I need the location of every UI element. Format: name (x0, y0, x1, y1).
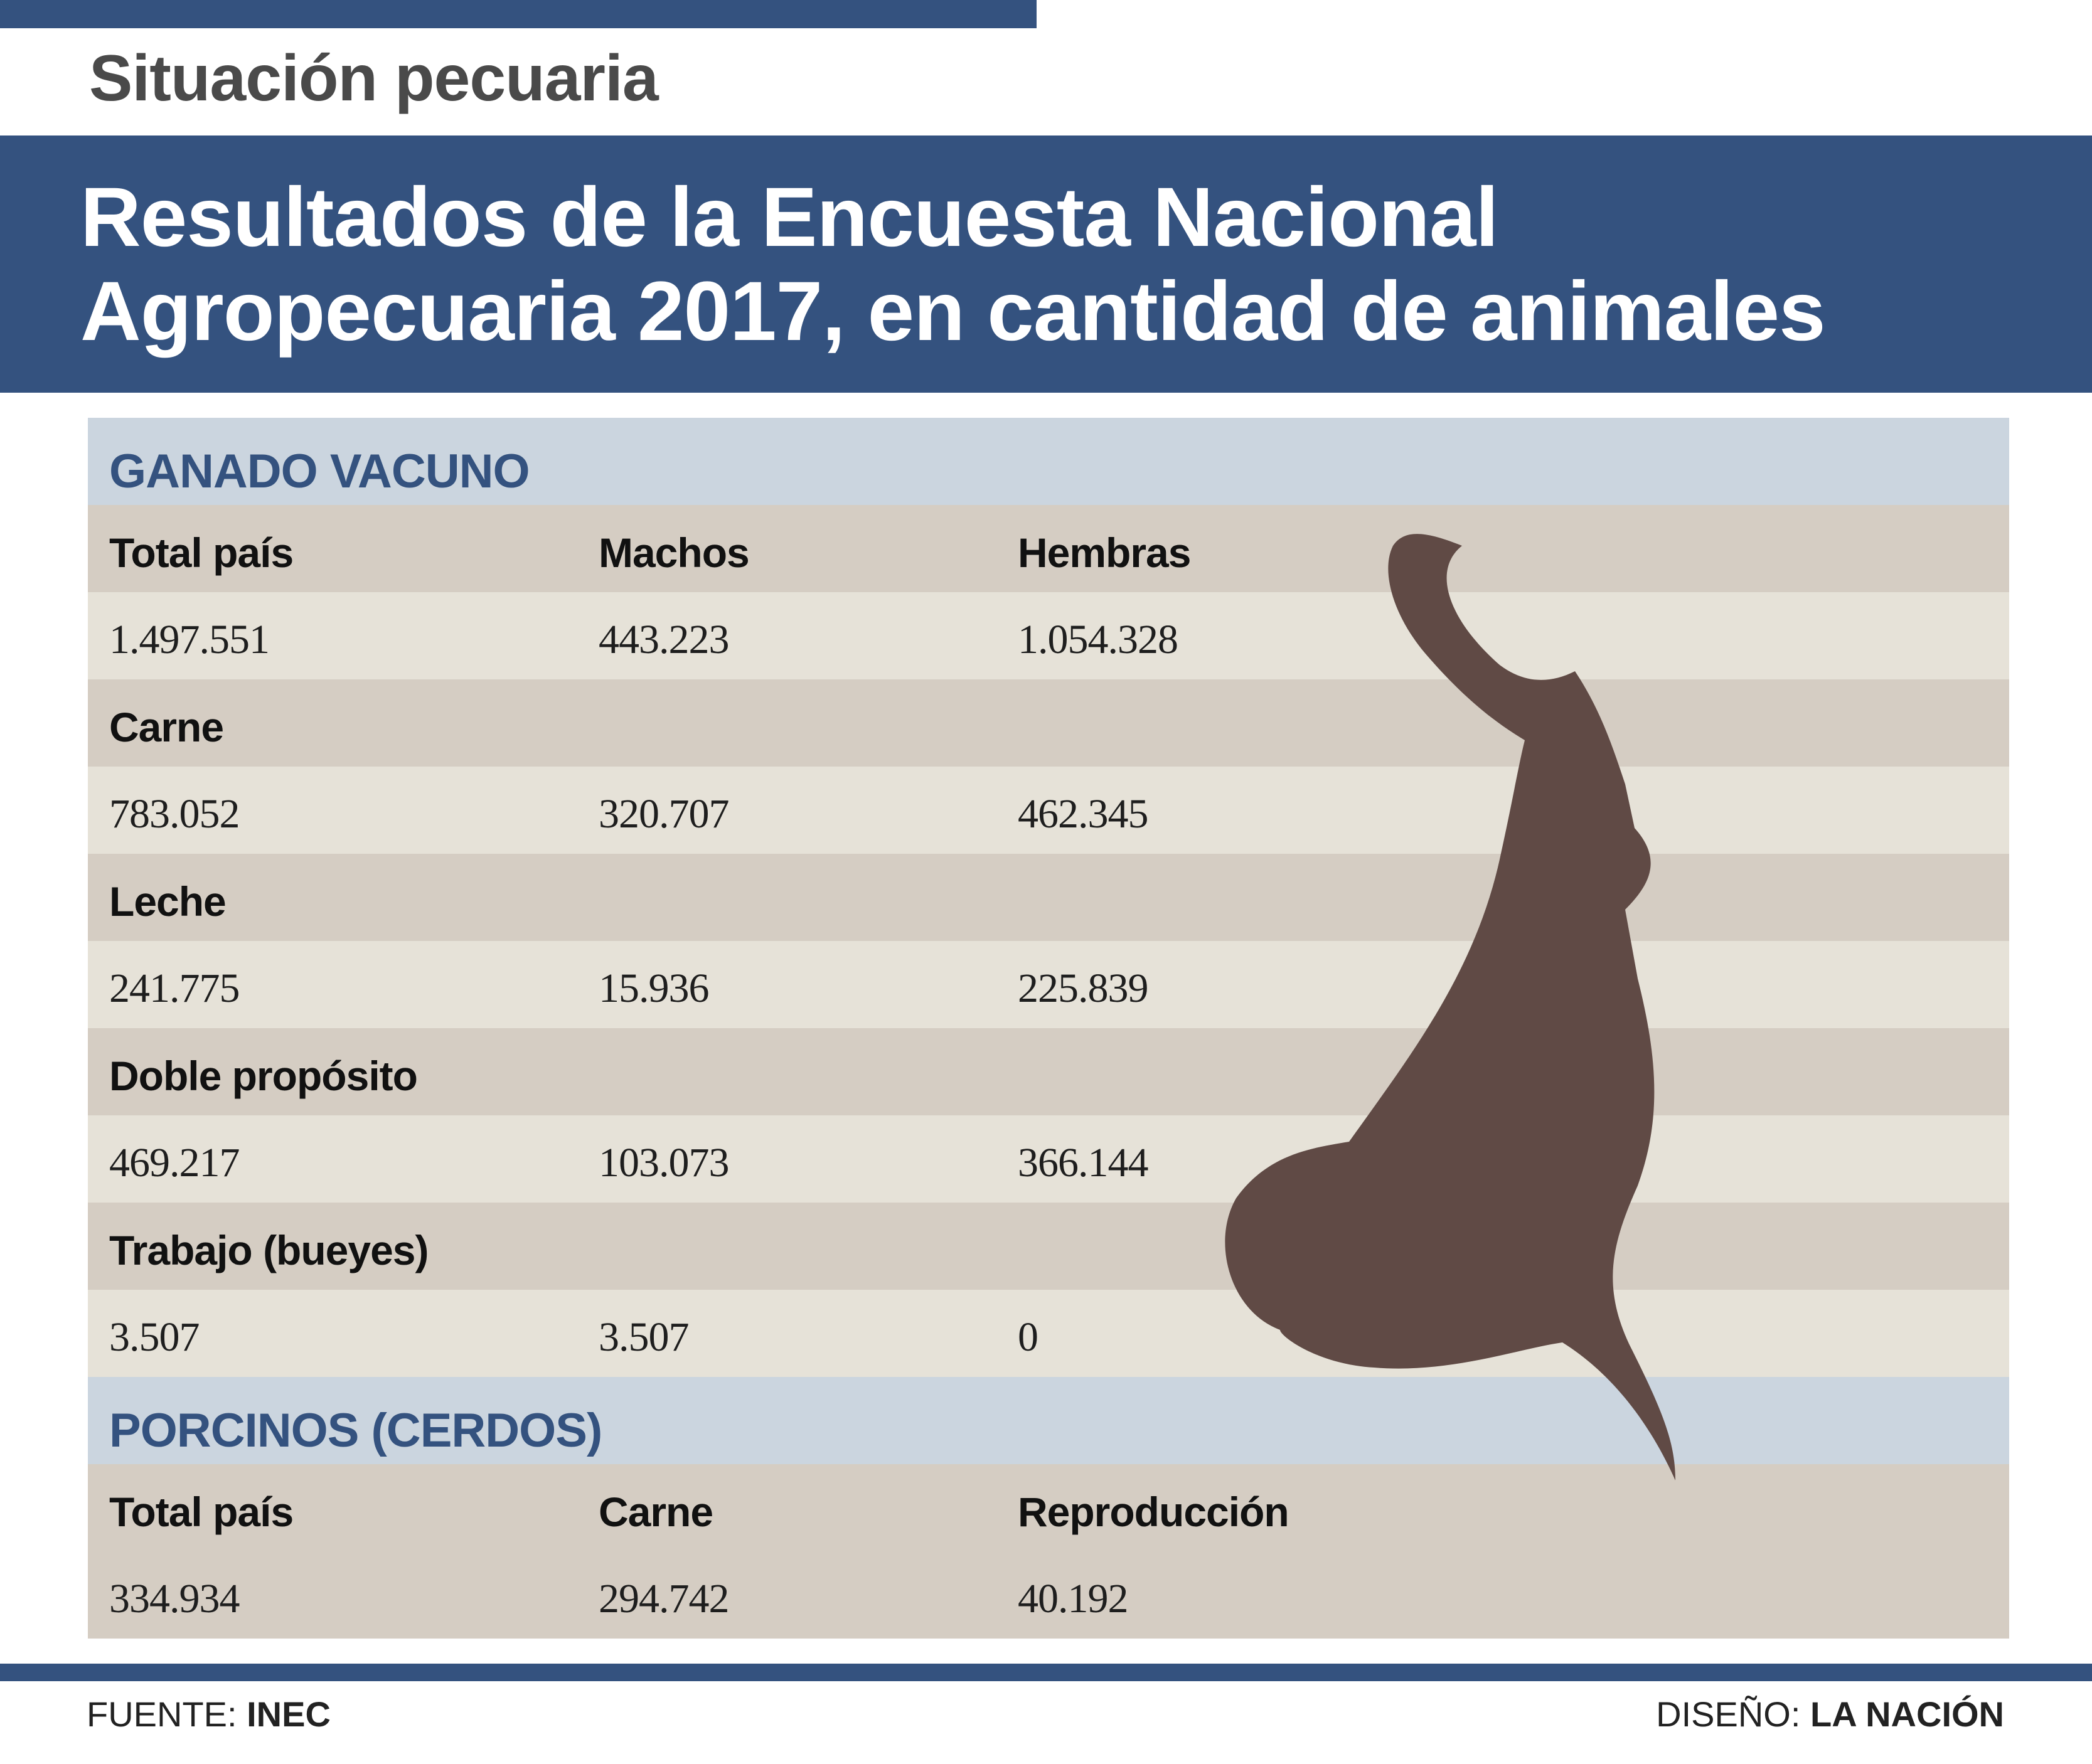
value-cell: 469.217 (109, 1140, 240, 1186)
bottom-accent-bar (0, 1664, 2092, 1681)
top-accent-bar (0, 0, 1037, 28)
design-label: DISEÑO: (1656, 1694, 1810, 1734)
category-label: Doble propósito (109, 1053, 418, 1099)
column-header: Machos (599, 529, 750, 576)
section-header: PORCINOS (CERDOS) (88, 1377, 2009, 1464)
cow-silhouette (1225, 534, 1675, 1480)
value-cell: 320.707 (599, 791, 729, 837)
column-header-row: Total país Machos Hembras (88, 505, 2009, 592)
design-value: LA NACIÓN (1810, 1694, 2004, 1734)
column-header: Total país (109, 1489, 294, 1535)
value-cell: 225.839 (1018, 965, 1148, 1011)
value-cell: 443.223 (599, 617, 729, 662)
section-title: PORCINOS (CERDOS) (109, 1404, 602, 1457)
column-header: Reproducción (1018, 1489, 1289, 1535)
category-row: Leche (88, 854, 2009, 941)
cow-head-icon (1225, 534, 1675, 1480)
kicker: Situación pecuaria (89, 42, 659, 115)
value-row: 1.497.551 443.223 1.054.328 (88, 592, 2009, 679)
value-row: 3.507 3.507 0 (88, 1290, 2009, 1377)
source-credit: FUENTE: INEC (87, 1694, 331, 1735)
value-cell: 334.934 (109, 1576, 240, 1622)
column-header: Carne (599, 1489, 713, 1535)
column-header: Hembras (1018, 529, 1191, 576)
data-table: GANADO VACUNO Total país Machos Hembras 1.49… (88, 418, 2009, 1639)
category-label: Carne (109, 704, 224, 750)
value-row: 783.052 320.707 462.345 (88, 767, 2009, 854)
column-header-row: Total país Carne Reproducción (88, 1464, 2009, 1551)
category-row: Trabajo (bueyes) (88, 1203, 2009, 1290)
value-cell: 3.507 (599, 1314, 689, 1360)
title-band: Resultados de la Encuesta Nacional Agrop… (0, 135, 2092, 393)
category-row: Doble propósito (88, 1028, 2009, 1115)
value-cell: 15.936 (599, 965, 709, 1011)
column-header: Total país (109, 529, 294, 576)
value-cell: 3.507 (109, 1314, 200, 1360)
value-cell: 40.192 (1018, 1576, 1128, 1622)
value-row: 241.775 15.936 225.839 (88, 941, 2009, 1028)
source-value: INEC (247, 1694, 331, 1734)
value-cell: 241.775 (109, 965, 240, 1011)
section-header: GANADO VACUNO (88, 418, 2009, 505)
value-cell: 294.742 (599, 1576, 729, 1622)
category-label: Leche (109, 878, 227, 925)
category-label: Trabajo (bueyes) (109, 1227, 429, 1273)
section-title: GANADO VACUNO (109, 445, 530, 498)
title-line-1: Resultados de la Encuesta Nacional (80, 171, 1499, 264)
value-cell: 783.052 (109, 791, 240, 837)
value-cell: 1.054.328 (1018, 617, 1178, 662)
value-cell: 1.497.551 (109, 617, 270, 662)
title-line-2: Agropecuaria 2017, en cantidad de animal… (80, 265, 1826, 358)
source-label: FUENTE: (87, 1694, 247, 1734)
value-cell: 366.144 (1018, 1140, 1148, 1186)
value-row: 469.217 103.073 366.144 (88, 1115, 2009, 1203)
value-cell: 0 (1018, 1314, 1038, 1360)
value-row: 334.934 294.742 40.192 (88, 1551, 2009, 1639)
design-credit: DISEÑO: LA NACIÓN (1656, 1694, 2004, 1735)
category-row: Carne (88, 679, 2009, 767)
value-cell: 462.345 (1018, 791, 1148, 837)
value-cell: 103.073 (599, 1140, 729, 1186)
